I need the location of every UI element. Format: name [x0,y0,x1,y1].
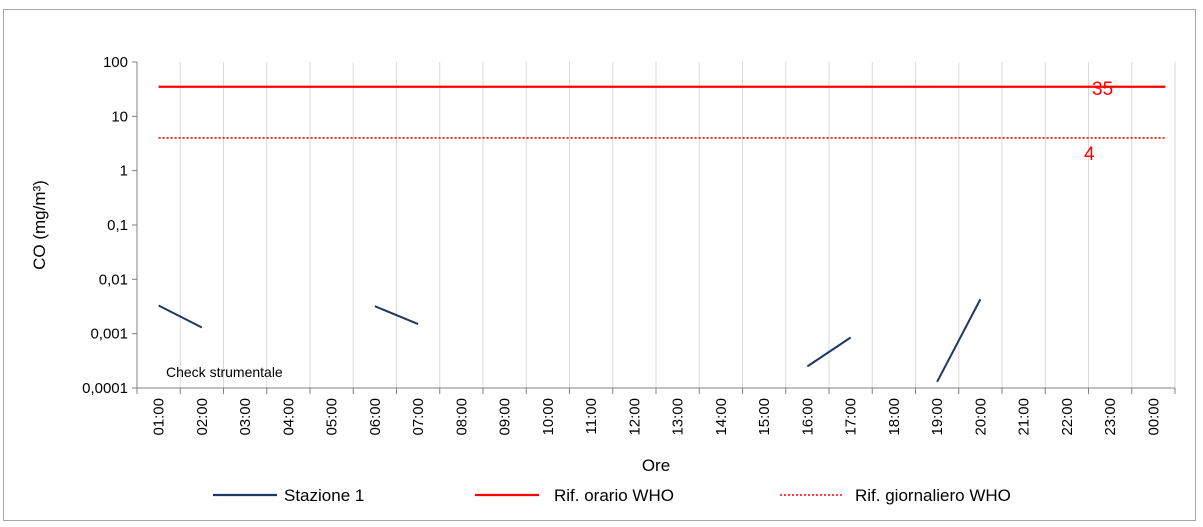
x-tick-label: 12:00 [626,398,643,436]
reference-lines [158,85,1166,139]
series-segment [806,336,852,368]
x-tick-label: 21:00 [1016,398,1033,436]
y-tick-label: 0,01 [99,271,128,288]
x-tick-label: 08:00 [453,398,470,436]
x-tick-label: 11:00 [583,398,600,434]
x-tick-label: 16:00 [799,398,816,436]
x-tick-label: 03:00 [237,398,254,436]
series-segment [936,298,982,383]
x-tick-label: 18:00 [886,398,903,436]
series-layer [158,298,982,383]
series-segment [158,304,203,329]
x-tick-label: 04:00 [280,398,297,436]
x-tick-label: 13:00 [670,398,687,436]
x-tick-label: 06:00 [367,398,384,436]
check-strumentale-note: Check strumentale [166,364,283,380]
legend-label: Rif. orario WHO [554,486,674,505]
x-tick-label: 05:00 [324,398,341,436]
x-tick-label: 10:00 [540,398,557,436]
x-tick-label: 23:00 [1102,398,1119,436]
x-tick-label: 07:00 [410,398,427,436]
grid-layer [179,62,1176,388]
ref-label-daily: 4 [1084,144,1095,165]
y-tick-layer: 0,0001 0,001 0,01 0,1 1 10 100 [82,54,137,397]
annotation-layer: 35 4 Check strumentale [166,79,1113,380]
x-tick-label: 09:00 [497,398,514,436]
x-tick-label: 19:00 [929,398,946,436]
series-segment [374,305,419,326]
ref-label-hourly: 35 [1092,79,1113,100]
y-tick-label: 10 [111,108,128,125]
x-tick-label: 22:00 [1059,398,1076,436]
x-tick-label: 02:00 [194,398,211,436]
y-axis-title: CO (mg/m³) [30,180,49,270]
y-tick-label: 1 [120,163,128,180]
legend-label: Rif. giornaliero WHO [855,486,1011,505]
y-tick-label: 0,0001 [82,380,128,397]
x-tick-label: 01:00 [151,398,168,436]
legend: Stazione 1 Rif. orario WHO Rif. giornalier… [213,486,1011,505]
x-axis-title: Ore [642,456,670,475]
chart-frame [3,9,1196,521]
y-tick-label: 0,001 [90,326,128,343]
y-tick-label: 0,1 [107,217,128,234]
x-tick-label: 15:00 [756,398,773,436]
x-tick-label: 14:00 [713,398,730,436]
y-tick-label: 100 [103,54,128,71]
x-tick-label: 20:00 [972,398,989,436]
x-tick-label: 00:00 [1145,398,1162,436]
legend-label: Stazione 1 [284,486,364,505]
x-tick-layer: 01:00 02:00 03:00 04:00 05:00 06:00 07:00 08:00… [136,388,1176,436]
x-tick-label: 17:00 [843,398,860,436]
